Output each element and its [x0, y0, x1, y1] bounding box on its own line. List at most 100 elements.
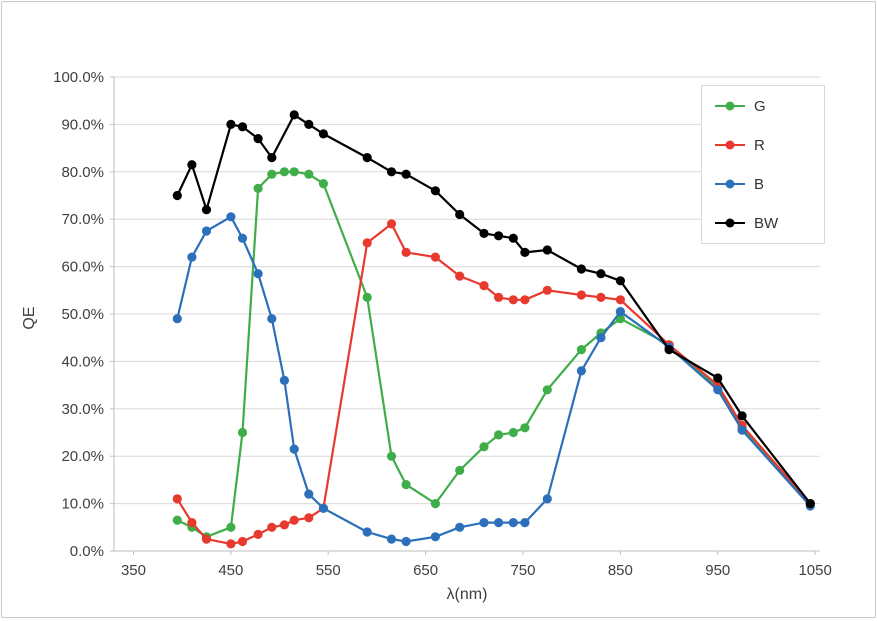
series-B-point — [616, 307, 625, 316]
series-BW-point — [665, 345, 674, 354]
series-G-point — [494, 430, 503, 439]
y-axis-title: QE — [21, 306, 38, 329]
series-R-point — [290, 516, 299, 525]
y-tick-label: 10.0% — [61, 496, 104, 513]
x-tick-label: 550 — [316, 562, 341, 579]
series-BW-point — [596, 269, 605, 278]
series-R-point — [202, 535, 211, 544]
series-G-point — [577, 345, 586, 354]
series-B-point — [431, 532, 440, 541]
y-tick-label: 60.0% — [61, 259, 104, 276]
x-tick-label: 450 — [218, 562, 243, 579]
y-tick-label: 40.0% — [61, 353, 104, 370]
series-B-point — [387, 535, 396, 544]
series-BW-point — [363, 153, 372, 162]
series-B-point — [173, 314, 182, 323]
series-B-point — [738, 426, 747, 435]
series-B-point — [290, 445, 299, 454]
series-BW-point — [806, 499, 815, 508]
series-BW-point — [509, 234, 518, 243]
legend-label-bw: BW — [754, 215, 778, 232]
series-G-point — [280, 167, 289, 176]
y-tick-label: 30.0% — [61, 401, 104, 418]
series-B-point — [238, 234, 247, 243]
series-BW-point — [290, 110, 299, 119]
x-axis-title: λ(nm) — [447, 586, 488, 603]
x-tick-label: 350 — [121, 562, 146, 579]
y-tick-label: 100.0% — [53, 69, 104, 86]
series-BW-point — [577, 264, 586, 273]
series-R-point — [238, 537, 247, 546]
y-tick-label: 70.0% — [61, 211, 104, 228]
series-B-point — [202, 226, 211, 235]
series-R-point — [402, 248, 411, 257]
series-BW-point — [431, 186, 440, 195]
series-B-point — [304, 490, 313, 499]
series-B-point — [520, 518, 529, 527]
series-BW-point — [402, 170, 411, 179]
series-B-point — [596, 333, 605, 342]
series-B-point — [363, 527, 372, 536]
series-R-point — [596, 293, 605, 302]
y-tick-label: 20.0% — [61, 448, 104, 465]
series-BW-point — [304, 120, 313, 129]
series-BW-point — [267, 153, 276, 162]
series-BW-point — [738, 411, 747, 420]
legend-item-r: R — [715, 134, 816, 156]
series-G-point — [479, 442, 488, 451]
legend-item-bw: BW — [715, 212, 816, 234]
series-B-point — [577, 366, 586, 375]
series-R-point — [387, 219, 396, 228]
series-R-point — [543, 286, 552, 295]
series-B-point — [479, 518, 488, 527]
series-R-point — [479, 281, 488, 290]
series-BW-point — [226, 120, 235, 129]
series-BW-point — [187, 160, 196, 169]
series-B-point — [267, 314, 276, 323]
series-B-point — [509, 518, 518, 527]
series-B-point — [543, 494, 552, 503]
series-BW-point — [455, 210, 464, 219]
series-R-point — [187, 518, 196, 527]
series-R-point — [173, 494, 182, 503]
series-BW-point — [494, 231, 503, 240]
legend-label-r: R — [754, 137, 765, 154]
y-tick-label: 90.0% — [61, 116, 104, 133]
series-R-point — [616, 295, 625, 304]
series-B-point — [226, 212, 235, 221]
series-BW-point — [543, 245, 552, 254]
series-G-point — [304, 170, 313, 179]
series-g-marker-icon — [715, 105, 745, 107]
series-G-point — [455, 466, 464, 475]
x-tick-label: 750 — [510, 562, 535, 579]
legend-label-g: G — [754, 98, 766, 115]
series-R-point — [494, 293, 503, 302]
series-r-marker-icon — [715, 144, 745, 146]
series-b-marker-icon — [715, 183, 745, 185]
y-tick-label: 80.0% — [61, 164, 104, 181]
series-G-point — [431, 499, 440, 508]
series-G-point — [363, 293, 372, 302]
series-R — [173, 219, 815, 548]
series-B-point — [402, 537, 411, 546]
series-R-point — [363, 238, 372, 247]
legend-label-b: B — [754, 176, 764, 193]
series-G-point — [509, 428, 518, 437]
series-bw-marker-icon — [715, 222, 745, 224]
series-B-point — [455, 523, 464, 532]
series-B-point — [494, 518, 503, 527]
series-G-point — [238, 428, 247, 437]
series-BW-point — [238, 122, 247, 131]
series-R-point — [280, 520, 289, 529]
series-BW-point — [713, 373, 722, 382]
series-R-point — [509, 295, 518, 304]
series-R-point — [267, 523, 276, 532]
series-G-point — [387, 452, 396, 461]
series-G-point — [520, 423, 529, 432]
x-tick-label: 650 — [413, 562, 438, 579]
y-tick-label: 50.0% — [61, 306, 104, 323]
legend-item-b: B — [715, 173, 816, 195]
series-R-point — [455, 272, 464, 281]
series-BW-point — [254, 134, 263, 143]
